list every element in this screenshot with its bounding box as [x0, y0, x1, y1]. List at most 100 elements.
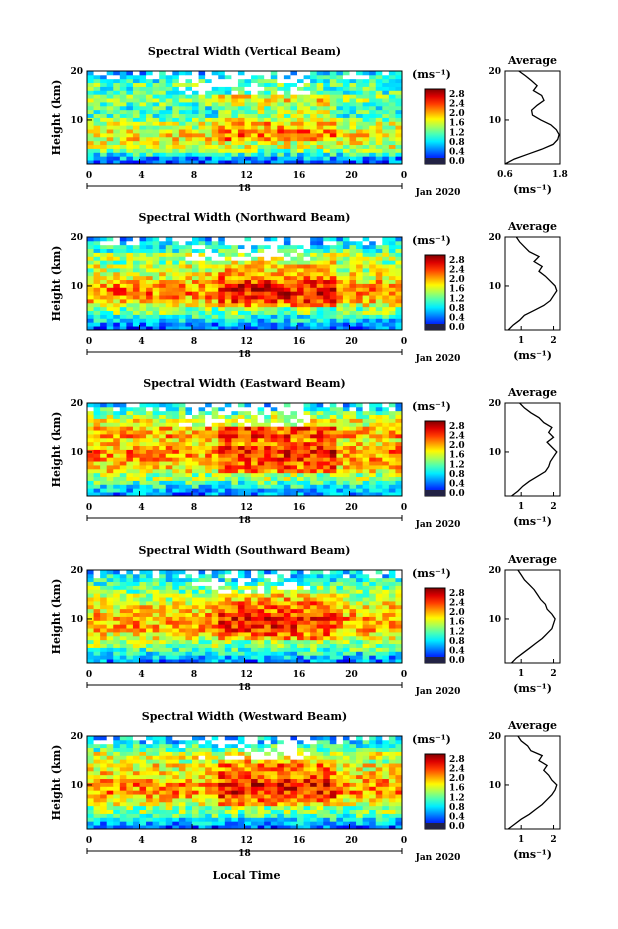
- heatmap-cell: [146, 639, 154, 645]
- average-frame: [504, 402, 561, 497]
- colorbar-tick-label: 0.0: [449, 489, 465, 499]
- y-tick-label: 20: [70, 67, 83, 77]
- avg-x-tick-label: 1: [518, 502, 524, 512]
- heatmap-cell: [172, 94, 180, 99]
- heatmap-cell: [375, 488, 383, 493]
- heatmap-cell: [237, 570, 245, 575]
- heatmap-cell: [106, 322, 114, 327]
- heatmap-cell: [198, 651, 206, 656]
- heatmap-cell: [192, 403, 199, 408]
- heatmap-cell: [264, 813, 272, 818]
- heatmap-cell: [146, 604, 154, 610]
- heatmap-cell: [231, 237, 239, 242]
- heatmap-cell: [159, 78, 167, 84]
- heatmap-cell: [100, 287, 108, 292]
- heatmap-cell: [159, 581, 167, 586]
- heatmap-cell: [283, 430, 291, 435]
- heatmap-cell: [283, 597, 291, 602]
- heatmap-cell: [388, 418, 396, 423]
- heatmap-cell: [310, 291, 318, 296]
- heatmap-cell: [231, 283, 239, 288]
- heatmap-cell: [231, 140, 239, 146]
- heatmap-cell: [362, 275, 370, 281]
- heatmap-cell: [185, 585, 193, 590]
- heatmap-cell: [146, 593, 154, 598]
- heatmap-cell: [231, 426, 239, 431]
- heatmap-cell: [283, 817, 291, 822]
- heatmap-cell: [329, 291, 337, 296]
- heatmap-cell: [257, 480, 265, 485]
- heatmap-cell: [251, 279, 259, 284]
- heatmap-cell: [185, 125, 193, 130]
- heatmap-cell: [283, 105, 291, 111]
- heatmap-cell: [159, 418, 167, 423]
- heatmap-cell: [375, 445, 383, 450]
- heatmap-cell: [290, 488, 298, 493]
- heatmap-cell: [87, 326, 94, 331]
- heatmap-cell: [165, 94, 173, 99]
- heatmap-cell: [375, 318, 383, 323]
- heatmap-cell: [192, 406, 199, 412]
- heatmap-cell: [126, 624, 134, 629]
- heatmap-cell: [231, 468, 239, 474]
- heatmap-cell: [113, 299, 121, 304]
- heatmap-cell: [316, 98, 324, 103]
- heatmap-cell: [205, 113, 213, 118]
- heatmap-cell: [159, 102, 167, 107]
- heatmap-cell: [336, 635, 344, 641]
- heatmap-cell: [205, 430, 213, 435]
- heatmap-cell: [106, 71, 114, 76]
- colorbar-low-cap: [425, 158, 445, 164]
- heatmap-cell: [369, 306, 377, 312]
- heatmap-cell: [146, 109, 154, 115]
- heatmap-cell: [277, 426, 285, 431]
- heatmap-cell: [323, 414, 331, 419]
- heatmap-cell: [178, 403, 186, 408]
- heatmap-cell: [113, 813, 121, 818]
- heatmap-cell: [297, 102, 304, 107]
- heatmap-cell: [303, 314, 311, 319]
- heatmap-cell: [106, 577, 114, 583]
- heatmap-cell: [132, 113, 140, 118]
- heatmap-cell: [93, 461, 101, 466]
- heatmap-cell: [237, 283, 245, 288]
- heatmap-cell: [205, 279, 213, 284]
- heatmap-cell: [375, 140, 383, 146]
- heatmap-cell: [244, 299, 252, 304]
- heatmap-cell: [87, 121, 94, 126]
- heatmap-cell: [369, 643, 377, 648]
- heatmap-cell: [342, 260, 350, 265]
- heatmap-cell: [349, 659, 357, 664]
- heatmap-cell: [369, 291, 377, 296]
- heatmap-cell: [283, 608, 291, 614]
- heatmap-cell: [185, 283, 193, 288]
- heatmap-cell: [159, 275, 167, 281]
- heatmap-cell: [93, 140, 101, 146]
- heatmap-cell: [205, 78, 213, 84]
- heatmap-cell: [251, 651, 259, 656]
- heatmap-cell: [362, 441, 370, 447]
- heatmap-cell: [336, 291, 344, 296]
- heatmap-cell: [362, 310, 370, 315]
- heatmap-cell: [224, 109, 232, 115]
- heatmap-cell: [375, 476, 383, 481]
- heatmap-cell: [342, 295, 350, 300]
- heatmap-cell: [270, 480, 278, 485]
- heatmap-cell: [165, 492, 173, 497]
- heatmap-cell: [218, 403, 226, 408]
- heatmap-cell: [382, 817, 390, 822]
- heatmap-cell: [152, 136, 160, 142]
- heatmap-cell: [362, 314, 370, 319]
- heatmap-cell: [277, 410, 285, 416]
- heatmap-cell: [106, 465, 114, 470]
- heatmap-cell: [349, 252, 357, 257]
- heatmap-cell: [329, 302, 337, 308]
- heatmap-cell: [87, 302, 94, 308]
- heatmap-cell: [356, 310, 364, 315]
- heatmap-cell: [139, 632, 147, 637]
- heatmap-cell: [106, 632, 114, 637]
- heatmap-cell: [349, 295, 357, 300]
- heatmap-cell: [310, 78, 318, 84]
- heatmap-cell: [356, 608, 364, 614]
- heatmap-cell: [126, 90, 134, 95]
